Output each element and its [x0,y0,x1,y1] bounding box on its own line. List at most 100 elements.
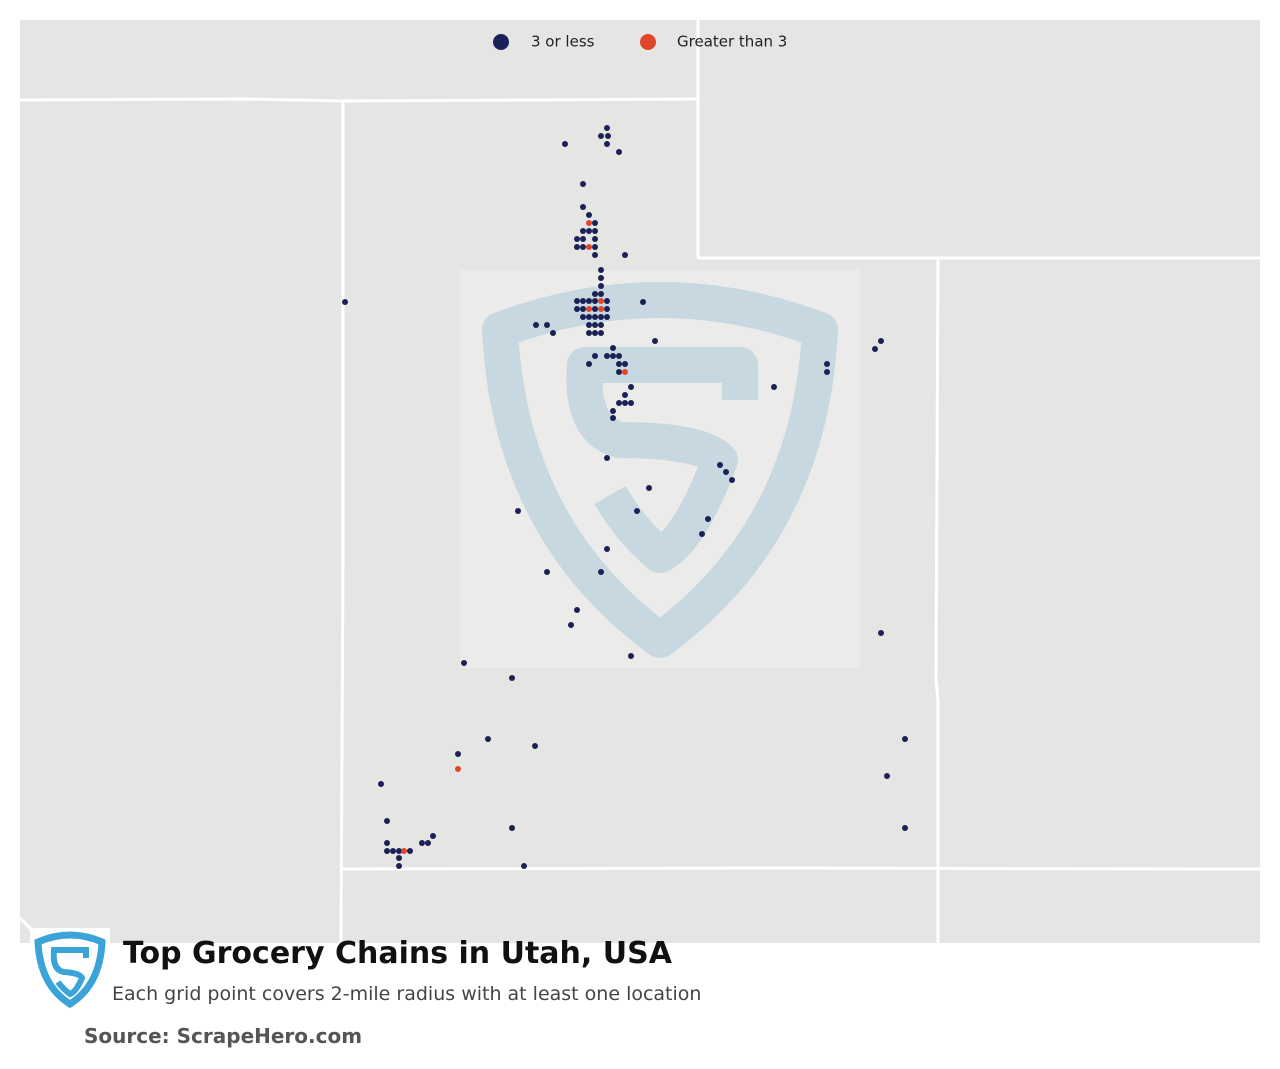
location-point [586,298,592,304]
location-point [592,291,598,297]
location-point [455,751,461,757]
location-point [592,298,598,304]
location-point [604,306,610,312]
location-point [884,773,890,779]
location-point [628,400,634,406]
location-point [509,825,515,831]
location-point [586,220,592,226]
location-point [586,212,592,218]
location-point [461,660,467,666]
location-point [640,299,646,305]
title: Top Grocery Chains in Utah, USA [123,936,672,971]
location-point [586,244,592,250]
location-point [598,298,604,304]
location-point [396,848,402,854]
location-point [430,833,436,839]
location-point [342,299,348,305]
location-point [604,125,610,131]
location-point [610,345,616,351]
location-point [622,369,628,375]
location-point [586,314,592,320]
location-point [824,361,830,367]
location-point [616,400,622,406]
location-point [604,546,610,552]
location-point [604,353,610,359]
location-point [652,338,658,344]
legend-label: Greater than 3 [677,33,787,51]
location-point [562,141,568,147]
location-point [544,569,550,575]
location-point [586,228,592,234]
location-point [771,384,777,390]
location-point [574,607,580,613]
location-point [604,141,610,147]
location-point [396,855,402,861]
logo [30,928,110,1010]
location-point [580,244,586,250]
location-point [824,369,830,375]
location-point [605,133,611,139]
location-point [598,314,604,320]
location-point [574,298,580,304]
location-point [568,622,574,628]
location-point [598,283,604,289]
location-point [598,569,604,575]
location-point [574,236,580,242]
location-point [604,314,610,320]
location-point [509,675,515,681]
location-point [598,133,604,139]
location-points [342,125,908,869]
location-point [390,848,396,854]
location-point [592,220,598,226]
location-point [580,181,586,187]
location-point [592,353,598,359]
location-point [717,462,723,468]
location-point [586,330,592,336]
location-point [878,338,884,344]
location-point [384,818,390,824]
location-point [634,508,640,514]
location-point [401,848,407,854]
location-point [610,408,616,414]
location-point [604,298,610,304]
location-point [616,369,622,375]
location-point [550,330,556,336]
location-point [407,848,413,854]
location-point [574,306,580,312]
state-borders [18,20,1260,944]
location-point [533,322,539,328]
location-point [592,306,598,312]
location-point [544,322,550,328]
legend-marker [640,34,656,50]
location-point [592,252,598,258]
location-point [610,353,616,359]
location-point [425,840,431,846]
location-point [622,400,628,406]
location-point [580,228,586,234]
location-point [384,848,390,854]
location-point [592,244,598,250]
location-point [592,330,598,336]
location-point [419,840,425,846]
location-point [384,840,390,846]
location-point [598,291,604,297]
location-point [586,306,592,312]
location-point [580,298,586,304]
location-point [699,531,705,537]
location-point [610,415,616,421]
location-point [485,736,491,742]
location-point [598,275,604,281]
location-point [598,322,604,328]
watermark-logo [482,282,838,658]
location-point [622,361,628,367]
location-point [378,781,384,787]
location-point [628,653,634,659]
location-point [622,392,628,398]
location-point [616,353,622,359]
location-point [628,384,634,390]
location-point [580,314,586,320]
location-point [598,267,604,273]
location-point [729,477,735,483]
